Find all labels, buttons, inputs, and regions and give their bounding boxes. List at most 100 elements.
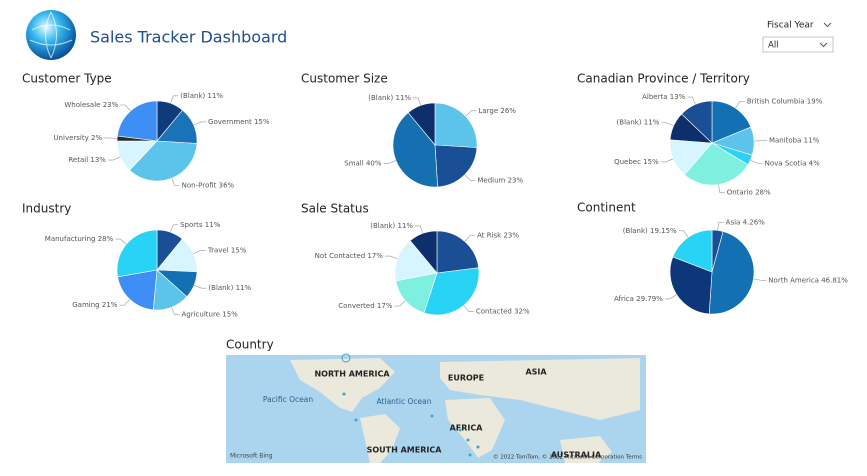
- label-value: 23%: [103, 101, 119, 109]
- leader-line: [413, 98, 421, 106]
- map-label: NORTH AMERICA: [314, 370, 390, 379]
- map-label: ASIA: [525, 368, 547, 377]
- data-label: Gaming 21%: [72, 301, 118, 309]
- leader-line: [119, 299, 129, 305]
- leader-line: [172, 178, 180, 185]
- dashboard-title: Sales Tracker Dashboard: [90, 28, 287, 47]
- label-category: Manitoba: [769, 137, 801, 145]
- label-category: Nova Scotia: [765, 159, 807, 167]
- leader-line: [687, 97, 695, 104]
- leader-line: [466, 111, 477, 116]
- data-label: (Blank) 11%: [617, 119, 660, 127]
- data-label: (Blank) 11%: [370, 222, 413, 230]
- data-label: Manufacturing 28%: [45, 235, 114, 243]
- leader-line: [104, 138, 117, 139]
- label-value: 23%: [503, 231, 519, 239]
- leader-line: [171, 96, 179, 104]
- data-label: Not Contacted 17%: [315, 252, 384, 260]
- data-label: Medium 23%: [477, 176, 523, 184]
- leader-line: [415, 226, 423, 234]
- chart-title: Continent: [577, 201, 636, 215]
- leader-line: [753, 279, 766, 280]
- label-value: 36%: [219, 182, 235, 190]
- chart-title: Canadian Province / Territory: [577, 72, 750, 86]
- pie-slice: [117, 230, 157, 277]
- ocean-label: Atlantic Ocean: [377, 397, 432, 406]
- leader-line: [194, 122, 206, 125]
- label-category: Non-Profit: [182, 182, 217, 190]
- leader-line: [665, 295, 677, 299]
- pie-slice: [435, 103, 477, 148]
- label-category: Manufacturing: [45, 235, 96, 243]
- leader-line: [108, 157, 120, 160]
- label-value: 11%: [396, 94, 412, 102]
- label-category: Asia: [726, 218, 741, 226]
- label-category: At Risk: [477, 231, 502, 239]
- label-value: 19.15%: [650, 227, 677, 235]
- label-category: (Blank): [617, 119, 642, 127]
- label-value: 17%: [367, 252, 383, 260]
- label-category: Large: [478, 107, 498, 115]
- data-label: Non-Profit 36%: [182, 182, 235, 190]
- label-value: 21%: [102, 301, 118, 309]
- label-category: British Columbia: [747, 97, 805, 105]
- label-value: 11%: [236, 284, 252, 292]
- label-value: 15%: [643, 158, 659, 166]
- label-category: Not Contacted: [315, 252, 365, 260]
- label-category: Wholesale: [64, 101, 100, 109]
- data-label: Wholesale 23%: [64, 101, 118, 109]
- label-category: Africa: [614, 295, 634, 303]
- data-label: Large 26%: [478, 107, 516, 115]
- data-label: (Blank) 11%: [180, 92, 223, 100]
- label-value: 4%: [809, 159, 820, 167]
- data-label: University 2%: [53, 134, 102, 142]
- leader-line: [194, 250, 206, 253]
- label-category: (Blank): [623, 227, 648, 235]
- leader-line: [120, 105, 130, 111]
- label-value: 26%: [500, 107, 516, 115]
- map-label: AFRICA: [450, 424, 484, 433]
- data-label: Converted 17%: [338, 302, 393, 310]
- leader-line: [394, 301, 405, 306]
- data-label: Manitoba 11%: [769, 137, 820, 145]
- label-value: 46.81%: [821, 276, 848, 284]
- label-category: Contacted: [476, 308, 512, 316]
- logo: [26, 10, 76, 60]
- label-value: 19%: [807, 97, 823, 105]
- label-category: Quebec: [614, 158, 641, 166]
- map-logo: Microsoft Bing: [230, 453, 273, 460]
- ocean-label: Pacific Ocean: [263, 395, 313, 404]
- label-category: (Blank): [370, 222, 395, 230]
- label-value: 15%: [254, 118, 270, 126]
- data-label: Quebec 15%: [614, 158, 659, 166]
- data-label: North America 46.81%: [768, 276, 848, 284]
- chart-title: Sale Status: [301, 202, 369, 216]
- leader-line: [465, 235, 475, 241]
- leader-line: [194, 285, 206, 288]
- pie-slice: [117, 101, 157, 141]
- label-value: 13%: [90, 156, 106, 164]
- data-label: Nova Scotia 4%: [765, 159, 820, 167]
- label-category: Sports: [180, 221, 203, 229]
- data-label: Agriculture 15%: [182, 311, 239, 319]
- leader-line: [679, 231, 689, 238]
- leader-line: [464, 305, 474, 311]
- data-label: Asia 4.26%: [726, 218, 765, 226]
- map-title: Country: [226, 338, 274, 352]
- label-category: University: [53, 134, 88, 142]
- chart-title: Industry: [22, 202, 71, 216]
- label-value: 4.26%: [743, 218, 766, 226]
- leader-line: [384, 160, 396, 163]
- data-label: Africa 29.79%: [614, 295, 663, 303]
- data-label: Travel 15%: [207, 246, 247, 254]
- filter-value: All: [768, 41, 779, 51]
- map-label: EUROPE: [448, 374, 484, 383]
- leader-line: [718, 222, 724, 230]
- label-value: 29.79%: [636, 295, 663, 303]
- label-category: (Blank): [180, 92, 205, 100]
- label-value: 28%: [98, 235, 114, 243]
- label-value: 11%: [398, 222, 414, 230]
- leader-line: [719, 184, 725, 192]
- label-value: 17%: [377, 302, 393, 310]
